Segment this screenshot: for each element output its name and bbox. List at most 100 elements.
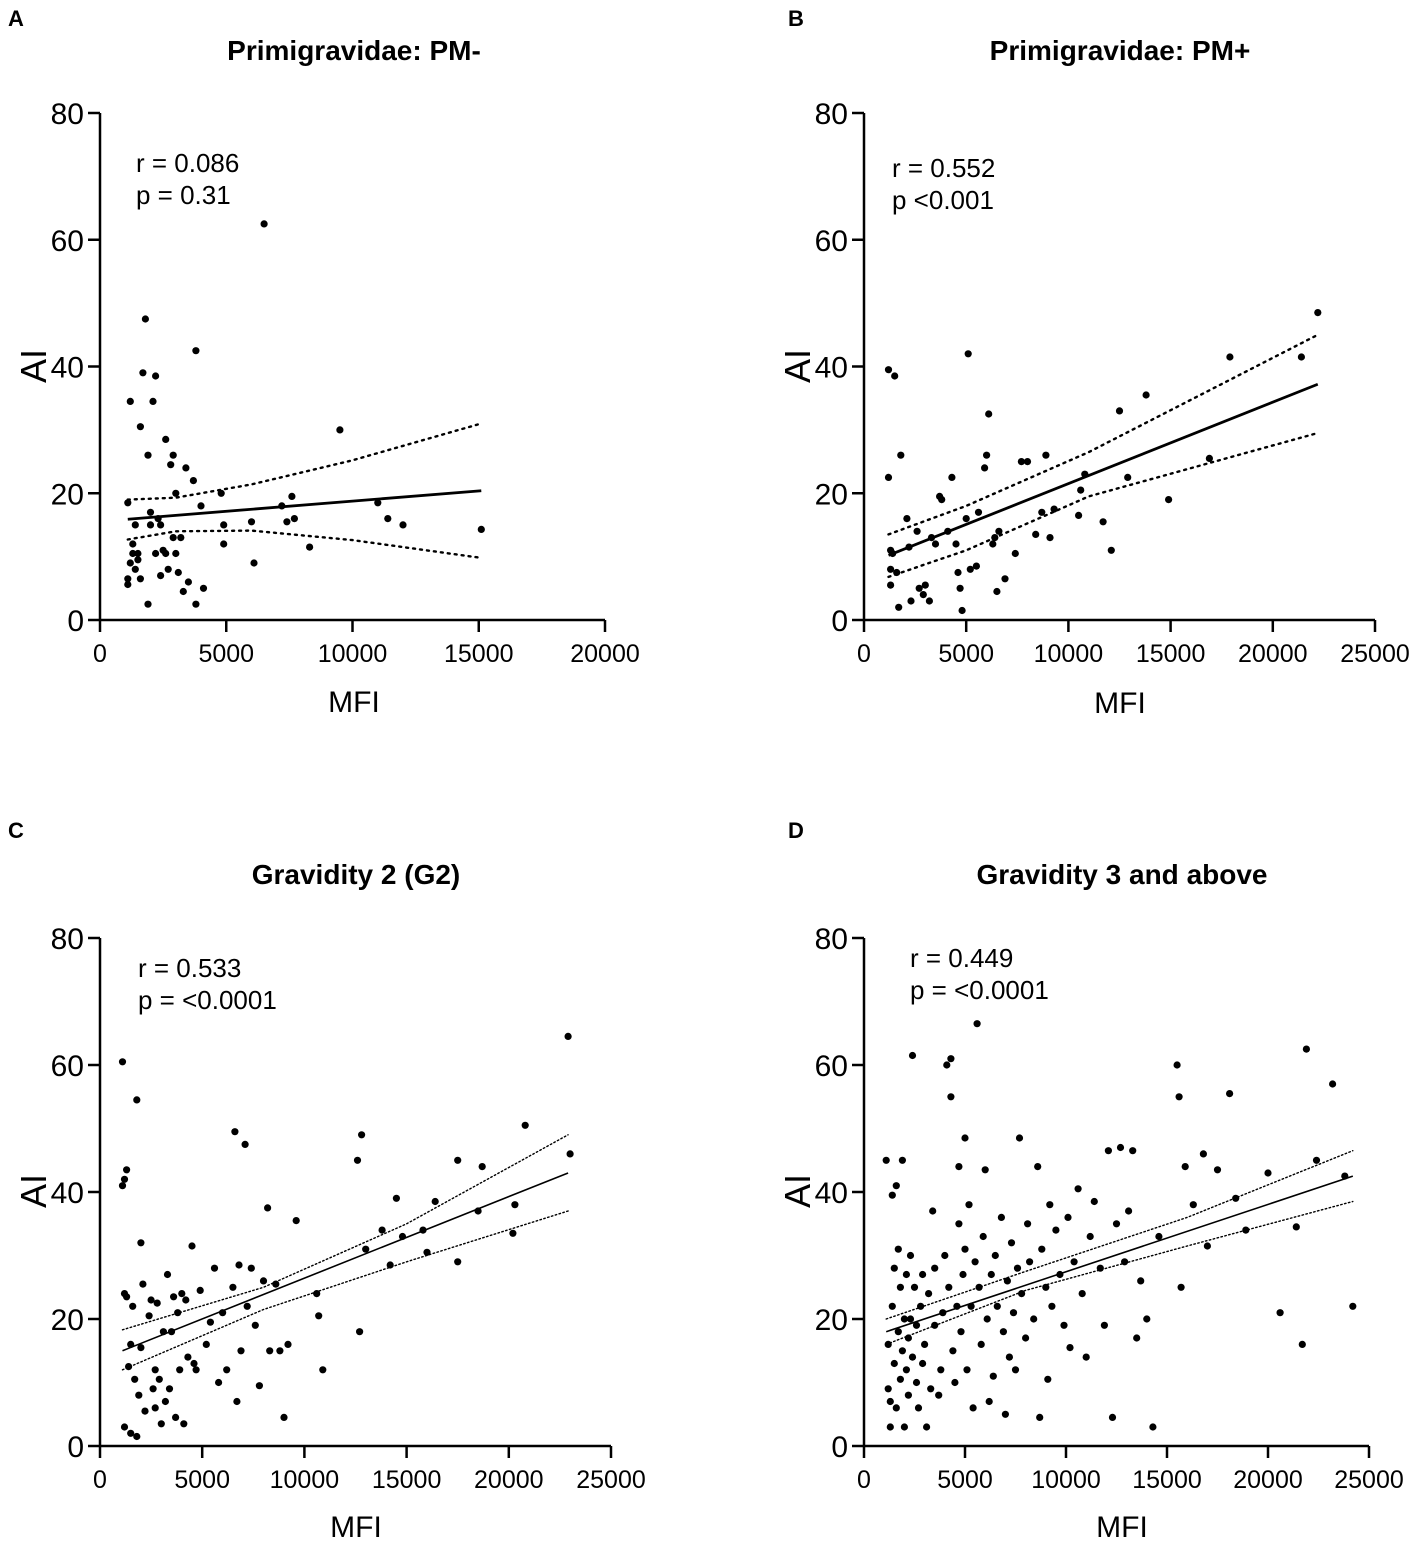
data-point [136,423,144,431]
x-tick-label: 15000 [1132,1466,1202,1494]
stat-p: p = 0.31 [136,180,231,210]
data-point [972,562,981,570]
data-point [884,473,893,481]
panel-title: Primigravidae: PM- [227,35,481,66]
data-point [906,1315,915,1323]
x-tick-label: 20000 [474,1466,544,1494]
data-point [979,1232,987,1241]
data-point [125,1363,133,1371]
data-point [1078,1290,1086,1298]
data-point [139,369,147,377]
data-point [276,1347,284,1355]
data-point [1026,1258,1034,1266]
y-tick-label: 20 [51,478,84,511]
regression-line [885,1175,1354,1333]
data-point [893,568,901,577]
data-point [1064,1213,1072,1221]
data-point [129,540,137,548]
data-point [1032,530,1040,539]
data-point [991,534,999,542]
data-point [120,1423,129,1431]
data-point [182,464,190,472]
data-point [1349,1302,1357,1310]
data-point [237,1347,245,1355]
data-point [1264,1169,1272,1177]
ci-lower-line [887,431,1320,579]
data-point [419,1226,427,1234]
data-point [1100,1321,1108,1329]
x-tick-label: 15000 [444,640,514,668]
data-point [164,565,172,573]
data-point [278,502,286,510]
data-point [220,521,228,529]
data-point [139,1280,147,1288]
data-point [149,1385,157,1393]
data-point [1011,549,1019,558]
y-tick-label: 60 [815,1050,848,1083]
data-point [1213,1166,1222,1174]
data-point [124,499,132,507]
data-point [161,1397,169,1406]
data-point [177,534,185,542]
data-point [1096,1264,1104,1272]
x-tick-label: 5000 [938,640,994,668]
data-point [882,1156,890,1164]
data-point [155,1375,163,1383]
data-point [896,1283,905,1291]
x-tick-label: 25000 [1334,1466,1404,1494]
data-point [1070,1258,1078,1266]
data-point [353,1156,362,1164]
data-point [284,1340,292,1348]
data-point [951,1378,959,1387]
data-point [292,1217,300,1225]
data-point [944,527,952,535]
data-point [1082,1353,1090,1361]
data-point [1018,1290,1026,1298]
data-point [958,606,966,615]
data-point [935,1391,943,1399]
data-point [206,1318,214,1326]
data-point [1007,1239,1016,1247]
data-point [1341,1172,1349,1180]
data-point [1142,391,1150,399]
panel-b: B Primigravidae: PM+ r = 0.552 p <0.001 … [777,6,1410,720]
data-point [124,580,132,589]
data-point [290,515,298,523]
data-point [1044,1375,1052,1383]
y-tick-label: 20 [51,1304,84,1337]
y-tick-label: 20 [815,1304,848,1337]
data-point [1042,1283,1050,1291]
data-point [313,1290,321,1298]
data-point [378,1226,386,1234]
data-point [919,591,927,599]
data-point [1001,575,1009,583]
data-point [886,1423,894,1431]
data-point [931,540,940,548]
data-point [959,1270,967,1279]
x-tick-label: 25000 [576,1466,646,1494]
y-tick-label: 80 [51,98,84,131]
data-point [197,502,205,510]
data-point [223,1366,231,1374]
data-point [892,1404,900,1412]
x-axis-label: MFI [1096,1511,1148,1542]
data-point [169,534,177,542]
y-tick-label: 80 [51,923,84,956]
data-point [1124,473,1132,481]
data-point [127,1429,135,1437]
data-point [1052,1226,1060,1234]
data-point [1232,1194,1240,1202]
data-point [955,1163,963,1171]
data-point [985,410,993,418]
data-point [315,1312,323,1320]
data-point [886,1397,894,1406]
data-point [963,1366,971,1374]
ci-upper-line [126,422,483,501]
data-point [910,1283,919,1291]
y-tick-label: 40 [815,352,848,385]
data-point [247,518,256,526]
data-point [949,1347,957,1355]
data-point [995,527,1003,535]
data-point [965,1201,973,1209]
